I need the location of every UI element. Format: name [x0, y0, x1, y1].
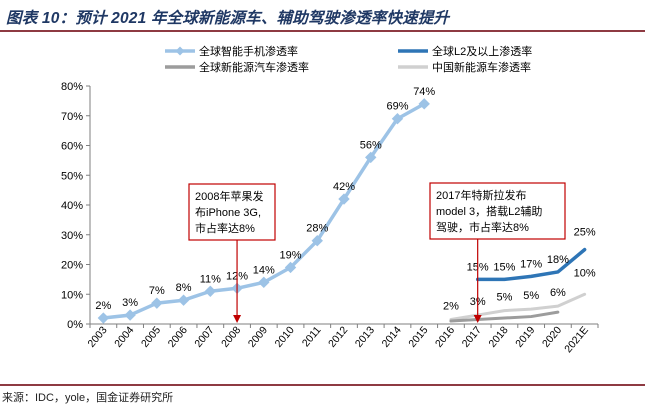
- x-tick-label: 2008: [219, 324, 243, 350]
- annotation-text: 2017年特斯拉发布: [436, 188, 526, 202]
- chart-title: 图表 10：预计 2021 年全球新能源车、辅助驾驶渗透率快速提升: [6, 10, 450, 27]
- annotation-box: [188, 183, 276, 241]
- series-line-2: [475, 247, 587, 282]
- x-tick-label: 2016: [433, 324, 457, 350]
- annotation-text: 2008年苹果发: [195, 189, 263, 203]
- x-tick-label: 2006: [166, 324, 190, 350]
- series-1-marker: [311, 234, 323, 247]
- data-label: 25%: [574, 227, 596, 239]
- x-tick-label: 2018: [487, 324, 511, 350]
- series-line-4: [449, 292, 587, 322]
- data-label: 15%: [493, 261, 515, 273]
- series-1-marker: [284, 261, 297, 274]
- annotation-text: 驾驶，市占率达8%: [436, 220, 529, 234]
- data-label: 11%: [200, 273, 221, 285]
- data-label: 28%: [306, 223, 328, 235]
- series-1-marker: [177, 294, 190, 306]
- series-1-marker: [204, 285, 217, 297]
- data-label: 3%: [122, 297, 138, 309]
- data-label: 19%: [280, 249, 302, 261]
- line-chart: 0%10%20%30%40%50%60%70%80%2003 2004 2005 20…: [61, 44, 599, 355]
- x-tick-label: 2021E: [562, 324, 591, 355]
- annotation-text: 布iPhone 3G,: [195, 206, 261, 219]
- series-1-marker: [258, 276, 270, 289]
- series-1-marker: [151, 297, 163, 309]
- x-tick-label: 2009: [246, 324, 270, 350]
- x-tick-label: 2020: [540, 324, 564, 350]
- y-tick-label: 40%: [61, 200, 83, 212]
- data-label: 2%: [443, 301, 459, 313]
- y-tick-label: 30%: [61, 230, 83, 242]
- x-tick-label: 2019: [513, 324, 537, 350]
- y-tick-label: 80%: [61, 81, 83, 93]
- legend-label: 全球智能手机渗透率: [199, 44, 298, 58]
- x-tick-label: 2012: [326, 324, 350, 350]
- data-label: 17%: [520, 258, 542, 270]
- x-tick-label: 2004: [112, 324, 136, 350]
- data-label: 7%: [149, 285, 165, 297]
- data-label: 69%: [386, 101, 408, 113]
- y-tick-label: 60%: [61, 141, 83, 153]
- y-tick-label: 70%: [61, 111, 83, 123]
- data-label: 42%: [333, 181, 355, 193]
- annotation-text: model 3，搭载L2辅助: [436, 204, 542, 218]
- data-label: 18%: [547, 254, 569, 266]
- series-1-marker: [418, 98, 430, 110]
- data-label: 8%: [176, 282, 192, 294]
- legend-label: 中国新能源车渗透率: [432, 60, 531, 74]
- y-tick-label: 10%: [61, 289, 83, 301]
- series-1-marker: [365, 151, 377, 164]
- x-tick-label: 2015: [406, 324, 430, 350]
- y-tick-label: 50%: [61, 170, 83, 182]
- data-label: 6%: [550, 287, 566, 299]
- data-label: 56%: [360, 139, 382, 151]
- x-tick-label: 2013: [353, 324, 377, 350]
- data-label: 10%: [574, 267, 596, 279]
- y-tick-label: 0%: [67, 319, 83, 331]
- x-tick-label: 2014: [380, 324, 404, 350]
- x-tick-label: 2010: [273, 324, 297, 350]
- series-1-marker: [338, 193, 350, 205]
- x-tick-label: 2007: [192, 324, 216, 350]
- data-label: 2%: [95, 300, 111, 312]
- series-line-3: [449, 310, 560, 323]
- x-tick-label: 2005: [139, 324, 163, 350]
- legend-label: 全球新能源汽车渗透率: [199, 60, 309, 74]
- data-label: 5%: [496, 292, 512, 304]
- series-1-marker: [97, 312, 110, 324]
- y-tick-label: 20%: [61, 260, 83, 272]
- legend-marker: [175, 46, 185, 56]
- data-label: 5%: [523, 290, 539, 302]
- x-tick-label: 2003: [85, 324, 109, 350]
- title-rule: [0, 30, 645, 32]
- footer-rule: [0, 384, 645, 386]
- series-1-marker: [391, 113, 404, 125]
- data-label: 74%: [413, 86, 435, 98]
- source-note: 来源：IDC，yole，国金证券研究所: [2, 392, 174, 404]
- x-tick-label: 2017: [460, 324, 484, 350]
- legend-label: 全球L2及以上渗透率: [432, 44, 532, 58]
- annotation-text: 市占率达8%: [195, 221, 255, 235]
- annotation-arrowhead: [473, 315, 482, 323]
- data-label: 14%: [253, 264, 275, 276]
- annotation-box: [429, 182, 566, 240]
- annotation-arrowhead: [233, 315, 242, 323]
- series-1-marker: [124, 309, 136, 321]
